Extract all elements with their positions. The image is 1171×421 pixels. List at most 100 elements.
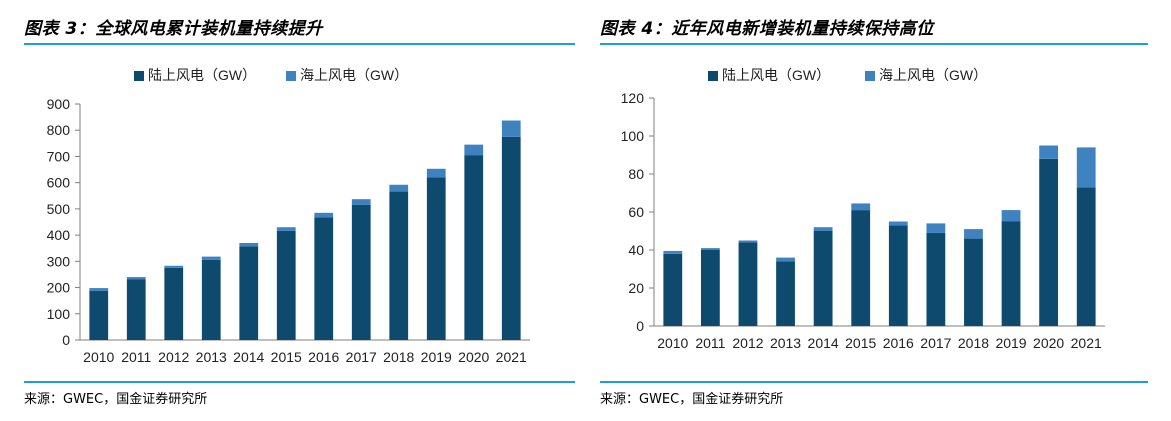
bar-offshore-2015 (851, 203, 871, 211)
bar-offshore-2013 (201, 256, 221, 260)
bar-offshore-2012 (164, 265, 184, 268)
bar-offshore-2011 (126, 277, 146, 280)
source-note: 来源：GWEC，国金证券研究所 (24, 392, 208, 407)
bar-onshore-2019 (1001, 221, 1021, 326)
legend-label: 海上风电（GW） (879, 67, 987, 83)
bar-offshore-2011 (700, 248, 720, 250)
bar-offshore-2014 (813, 227, 833, 231)
bar-onshore-2021 (1076, 187, 1096, 326)
bar-offshore-2014 (239, 242, 259, 247)
bar-offshore-2010 (89, 288, 109, 291)
bar-offshore-2018 (389, 184, 409, 192)
bar-offshore-2018 (964, 229, 983, 239)
chart-panel-cumulative: 图表 3：全球风电累计装机量持续提升 陆上风电（GW） 海上风电（GW） 0 100 2… (24, 0, 575, 421)
y-tick-label: 0 (62, 332, 70, 348)
x-tick-label: 2012 (158, 349, 189, 365)
bar-offshore-2020 (1039, 145, 1059, 159)
y-tick-label: 600 (47, 175, 71, 191)
x-tick-label: 2013 (196, 349, 227, 365)
x-tick-label: 2012 (732, 335, 763, 351)
bar-onshore-2013 (201, 259, 221, 340)
bar-offshore-2019 (1001, 210, 1021, 222)
x-tick-label: 2016 (883, 335, 914, 351)
x-tick-label: 2016 (308, 349, 339, 365)
title-divider (600, 43, 1148, 45)
x-tick-label: 2021 (496, 349, 527, 365)
x-tick-label: 2014 (808, 335, 839, 351)
bar-onshore-2016 (314, 217, 334, 340)
bar-onshore-2010 (89, 290, 109, 340)
bar-onshore-2021 (501, 136, 521, 340)
y-tick-label: 100 (47, 306, 71, 322)
bar-onshore-2018 (964, 238, 983, 326)
bar-onshore-2020 (1039, 158, 1059, 326)
y-tick-label: 400 (47, 227, 71, 243)
bar-onshore-2011 (700, 250, 720, 326)
bar-onshore-2013 (776, 261, 795, 326)
x-tick-label: 2020 (1033, 335, 1064, 351)
bar-onshore-2012 (164, 267, 184, 340)
x-tick-label: 2010 (657, 335, 688, 351)
x-tick-label: 2018 (383, 349, 414, 365)
source-divider (24, 381, 575, 383)
bar-offshore-2015 (276, 227, 296, 231)
bar-onshore-2020 (464, 155, 484, 340)
bar-onshore-2015 (276, 230, 296, 340)
bar-offshore-2019 (426, 168, 446, 178)
chart-panel-new-installations: 图表 4：近年风电新增装机量持续保持高位 陆上风电（GW） 海上风电（GW） 0 20… (600, 0, 1148, 421)
y-tick-label: 60 (628, 204, 644, 220)
y-tick-label: 100 (621, 128, 645, 144)
x-tick-label: 2015 (271, 349, 302, 365)
legend-label: 海上风电（GW） (300, 67, 408, 83)
bar-offshore-2017 (351, 199, 371, 205)
x-tick-label: 2013 (770, 335, 801, 351)
x-tick-label: 2015 (845, 335, 876, 351)
bar-offshore-2017 (926, 223, 946, 233)
legend-label: 陆上风电（GW） (148, 67, 256, 83)
bar-onshore-2011 (126, 279, 146, 340)
y-tick-label: 500 (47, 201, 71, 217)
y-tick-label: 80 (628, 166, 644, 182)
x-tick-label: 2017 (346, 349, 377, 365)
x-tick-label: 2021 (1071, 335, 1102, 351)
bar-offshore-2012 (738, 240, 758, 243)
bar-onshore-2014 (813, 231, 833, 326)
bar-onshore-2014 (239, 246, 259, 340)
legend-swatch-onshore (708, 71, 718, 81)
legend-swatch-onshore (134, 71, 144, 81)
bar-onshore-2017 (926, 232, 946, 326)
x-tick-label: 2010 (83, 349, 114, 365)
title-divider (24, 43, 575, 45)
legend-label: 陆上风电（GW） (722, 67, 830, 83)
bar-offshore-2016 (314, 212, 334, 218)
bar-onshore-2010 (663, 253, 683, 326)
y-tick-label: 700 (47, 148, 71, 164)
chart-title: 图表 3：全球风电累计装机量持续提升 (24, 19, 323, 39)
x-tick-label: 2014 (233, 349, 264, 365)
x-tick-label: 2019 (421, 349, 452, 365)
bar-offshore-2013 (776, 257, 795, 262)
y-tick-label: 40 (628, 242, 644, 258)
x-tick-label: 2019 (995, 335, 1026, 351)
y-tick-label: 200 (47, 280, 71, 296)
bar-offshore-2010 (663, 250, 683, 254)
source-divider (600, 381, 1148, 383)
cumulative-capacity-chart: 陆上风电（GW） 海上风电（GW） 0 100 200 300 400 500 600 700 80… (47, 67, 530, 365)
bar-onshore-2017 (351, 204, 371, 340)
x-tick-label: 2017 (920, 335, 951, 351)
y-tick-label: 20 (628, 280, 644, 296)
x-tick-label: 2011 (695, 335, 725, 351)
y-tick-label: 120 (621, 90, 645, 106)
bar-onshore-2019 (426, 177, 446, 340)
y-tick-label: 800 (47, 122, 71, 138)
legend-swatch-offshore (865, 71, 875, 81)
bar-offshore-2021 (1076, 147, 1096, 188)
x-tick-label: 2011 (121, 349, 151, 365)
y-tick-label: 300 (47, 253, 71, 269)
chart-title: 图表 4：近年风电新增装机量持续保持高位 (600, 19, 934, 39)
x-tick-label: 2020 (458, 349, 489, 365)
bar-offshore-2020 (464, 144, 484, 156)
x-tick-label: 2018 (958, 335, 989, 351)
bar-onshore-2016 (888, 225, 908, 326)
bar-offshore-2021 (501, 120, 521, 137)
